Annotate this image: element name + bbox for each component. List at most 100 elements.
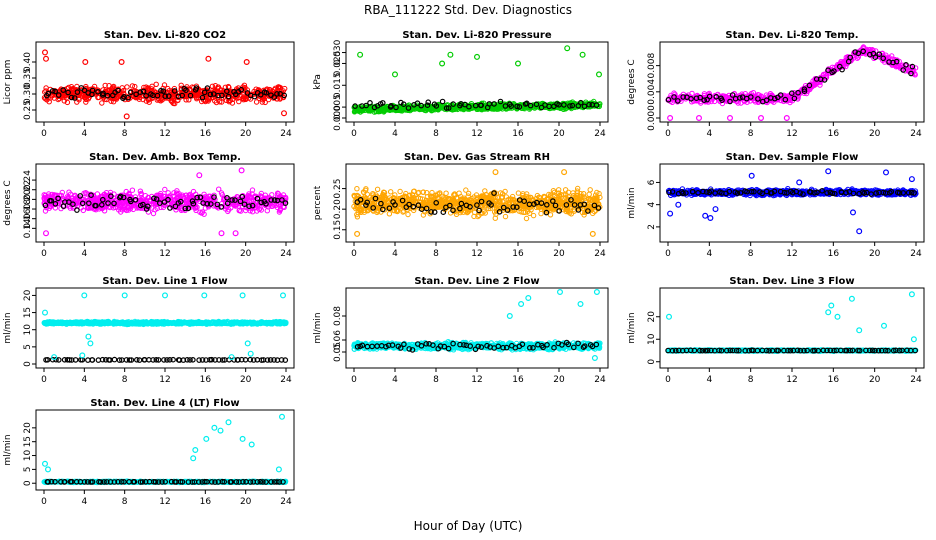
data-point [528, 207, 534, 213]
data-point [216, 186, 222, 192]
data-point [677, 94, 684, 100]
data-point [73, 200, 79, 207]
data-point [711, 98, 718, 105]
data-point [174, 195, 180, 201]
x-tick-label: 4 [81, 375, 87, 385]
data-point [364, 208, 371, 214]
data-point-black [153, 196, 160, 202]
data-point [773, 187, 779, 193]
data-point [249, 187, 256, 193]
panel-title: Stan. Dev. Li-820 Temp. [725, 30, 858, 41]
data-point-black [104, 92, 111, 99]
data-point [492, 199, 498, 205]
data-point-black [880, 189, 887, 196]
data-point-black [357, 197, 364, 203]
outlier-point [882, 169, 889, 176]
data-point [165, 85, 171, 92]
data-point-black [88, 192, 94, 199]
data-point-black [568, 197, 574, 203]
data-point-black [697, 94, 704, 101]
data-point-black [172, 203, 179, 210]
outlier-point [579, 51, 586, 58]
data-point-black [55, 195, 61, 202]
data-point-black [378, 200, 384, 207]
y-axis-label: kPa [313, 74, 323, 90]
data-point-black [145, 203, 151, 210]
data-point-black [873, 190, 880, 196]
data-point-black [154, 92, 161, 99]
data-point-black [571, 202, 578, 208]
x-tick-label: 24 [594, 249, 606, 259]
data-point-black [70, 201, 76, 208]
data-point [56, 95, 63, 102]
points-group [41, 49, 288, 120]
x-tick-label: 20 [553, 129, 565, 139]
outlier-point [564, 45, 571, 52]
outlier-point [825, 168, 832, 175]
data-point-black [819, 188, 826, 194]
x-tick-label: 4 [706, 129, 712, 139]
outlier-point [447, 51, 454, 58]
data-point [238, 208, 244, 214]
data-point-black [497, 98, 504, 105]
data-point-black [157, 200, 163, 206]
data-point [276, 209, 283, 215]
data-point-black [143, 206, 150, 212]
data-point-black [400, 101, 407, 108]
data-point [463, 187, 469, 193]
data-point [48, 203, 54, 209]
data-point [374, 186, 381, 193]
x-tick-label: 24 [910, 249, 922, 259]
x-tick-label: 16 [200, 129, 212, 139]
data-point-black [352, 103, 358, 109]
panel-4: Stan. Dev. Gas Stream RH0 4 8 12 16 20 240.150… [313, 152, 609, 259]
data-point [115, 93, 121, 100]
data-point [475, 213, 481, 220]
data-point-black [556, 208, 563, 214]
data-point-black [472, 102, 479, 109]
data-point-black [671, 94, 677, 100]
y-tick-label: 0.20 [23, 189, 33, 209]
data-point-black [543, 209, 550, 216]
data-point-black [393, 104, 399, 111]
data-point [192, 90, 198, 96]
data-point-black [814, 189, 820, 196]
data-point-black [431, 209, 438, 215]
data-point-black [683, 190, 689, 196]
data-point [555, 197, 562, 203]
y-tick-label: 0.24 [23, 170, 33, 190]
data-point [481, 208, 487, 215]
data-point-black [496, 209, 503, 215]
data-point [225, 208, 231, 215]
data-point [397, 188, 403, 195]
data-point-black [903, 62, 909, 68]
points-group [665, 44, 919, 121]
x-tick-label: 12 [159, 249, 170, 259]
y-tick-label: 0 [23, 361, 33, 367]
data-point-black [392, 202, 398, 208]
data-point-black [133, 91, 139, 98]
y-tick-label: 0.015 [333, 72, 343, 98]
data-point-black [263, 90, 270, 96]
data-point [134, 94, 140, 101]
data-point [217, 87, 224, 94]
data-point-black [688, 96, 694, 102]
data-point [411, 188, 417, 194]
data-point-black [424, 102, 431, 109]
data-point [91, 193, 97, 199]
data-point-black [282, 200, 289, 206]
data-point-black [120, 194, 127, 201]
data-point-black [81, 87, 88, 94]
data-point [366, 108, 373, 114]
data-point [150, 210, 157, 217]
data-point [568, 211, 574, 217]
data-point [274, 204, 280, 211]
data-point [595, 103, 601, 110]
data-point-black [132, 197, 139, 203]
y-tick-label: 0.025 [333, 51, 343, 77]
data-point [80, 207, 87, 214]
data-point [380, 201, 387, 207]
